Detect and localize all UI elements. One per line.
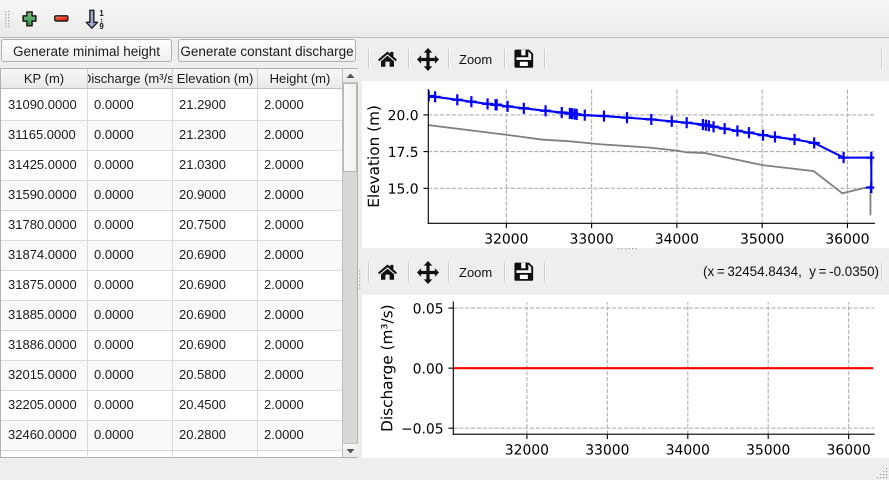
svg-text:1: 1 <box>99 9 104 18</box>
svg-text:9: 9 <box>99 22 104 30</box>
